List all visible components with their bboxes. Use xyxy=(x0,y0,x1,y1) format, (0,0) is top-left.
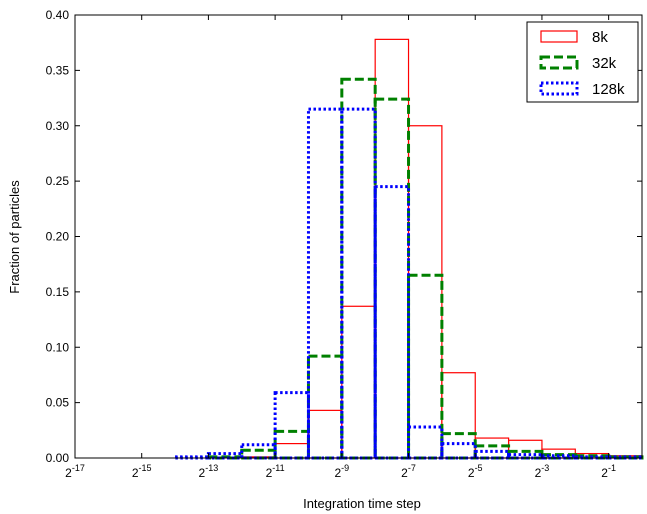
legend-swatch-32k xyxy=(539,55,579,70)
bar-8k-6 xyxy=(441,372,476,459)
y-tick-label: 0.30 xyxy=(46,119,70,133)
bar-128k-4 xyxy=(306,107,344,460)
y-tick-label: 0.15 xyxy=(46,285,70,299)
series-32k xyxy=(206,77,644,460)
bar-128k-7 xyxy=(407,425,444,460)
bar-32k-2 xyxy=(273,429,310,460)
bar-32k-7 xyxy=(440,432,477,460)
bar-8k-1 xyxy=(274,443,310,459)
x-tick-label: 2-15 xyxy=(132,463,152,480)
y-tick-label: 0.25 xyxy=(46,174,70,188)
bar-8k-3 xyxy=(341,305,376,459)
axis-layer: 0.00 0.05 0.10 0.15 0.20 0.25 0.30 0.35 0.40 2-17… xyxy=(46,8,642,480)
bar-8k-7 xyxy=(474,437,510,459)
x-tick-label: 2-1 xyxy=(601,463,616,480)
legend-box xyxy=(526,21,639,103)
x-tick-label: 2-17 xyxy=(65,463,85,480)
y-tick-label: 0.10 xyxy=(46,340,70,354)
x-tick-label: 2-9 xyxy=(334,463,349,480)
legend-swatch-128k xyxy=(539,81,579,96)
x-tick-label: 2-3 xyxy=(535,463,550,480)
bar-128k-3 xyxy=(273,391,310,460)
bar-8k-4 xyxy=(374,38,410,459)
x-axis-label: Integration time step xyxy=(303,496,421,511)
bar-32k-6 xyxy=(407,273,444,460)
x-tick-label: 2-5 xyxy=(468,463,483,480)
bar-128k-6 xyxy=(373,185,411,460)
legend-swatch-8k xyxy=(540,30,578,43)
y-tick-label: 0.40 xyxy=(46,8,70,22)
bar-32k-3 xyxy=(306,354,344,460)
y-tick-label: 0.00 xyxy=(46,451,70,465)
legend-label-128k: 128k xyxy=(592,81,625,98)
legend: 8k 32k 128k xyxy=(526,21,639,103)
y-tick-label: 0.35 xyxy=(46,63,70,77)
bar-32k-4 xyxy=(340,77,377,460)
y-axis-label: Fraction of particles xyxy=(7,180,22,294)
x-tick-label: 2-11 xyxy=(266,463,285,480)
x-tick-label: 2-7 xyxy=(401,463,416,480)
bar-8k-2 xyxy=(307,409,343,459)
legend-label-32k: 32k xyxy=(592,55,617,72)
bar-128k-8 xyxy=(440,442,477,460)
bar-8k-5 xyxy=(407,125,443,459)
bar-128k-5 xyxy=(340,107,377,460)
bar-128k-2 xyxy=(240,443,277,460)
y-tick-label: 0.20 xyxy=(46,230,70,244)
x-tick-label: 2-13 xyxy=(199,463,219,480)
legend-label-8k: 8k xyxy=(592,29,608,46)
y-tick-label: 0.05 xyxy=(46,396,70,410)
bar-32k-5 xyxy=(373,97,411,460)
